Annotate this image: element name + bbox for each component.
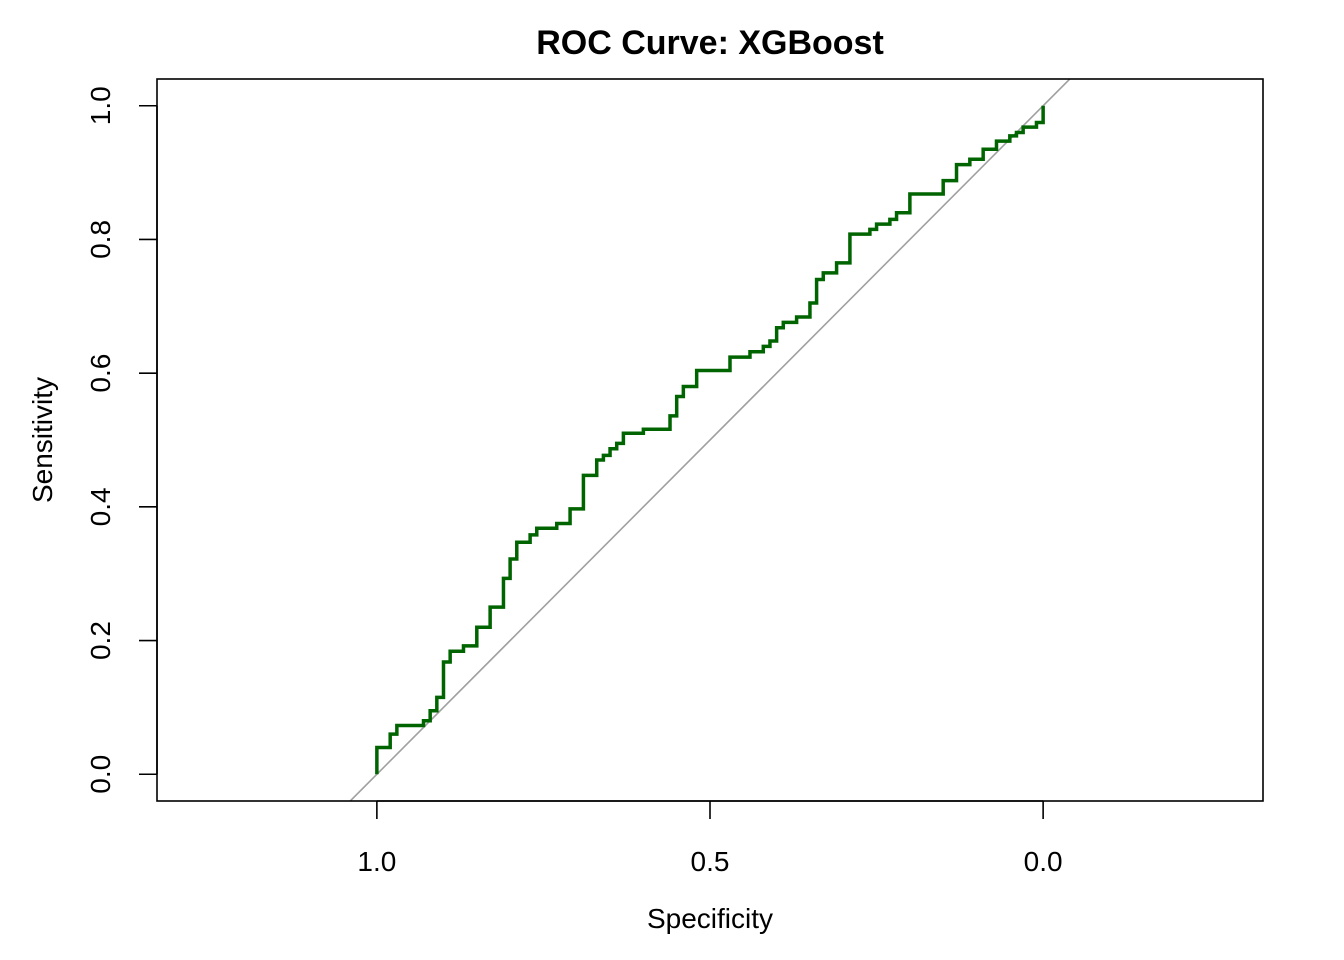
reference-diagonal-line [349, 79, 1071, 801]
x-tick-label: 1.0 [357, 846, 396, 877]
plot-area [349, 79, 1071, 801]
chart-title: ROC Curve: XGBoost [536, 24, 884, 62]
x-axis-label: Specificity [647, 903, 773, 934]
roc-curve-line [375, 105, 1045, 775]
y-tick-label: 0.0 [85, 755, 116, 794]
y-axis-label: Sensitivity [27, 377, 58, 503]
y-tick-label: 0.2 [85, 621, 116, 660]
y-tick-label: 0.6 [85, 354, 116, 393]
x-tick-label: 0.0 [1024, 846, 1063, 877]
y-tick-label: 1.0 [85, 86, 116, 125]
y-tick-label: 0.8 [85, 220, 116, 259]
x-tick-label: 0.5 [691, 846, 730, 877]
x-axis: 1.0 0.5 0.0 [357, 800, 1063, 877]
y-axis: 0.0 0.2 0.4 0.6 0.8 1.0 [85, 86, 158, 794]
y-tick-label: 0.4 [85, 487, 116, 526]
